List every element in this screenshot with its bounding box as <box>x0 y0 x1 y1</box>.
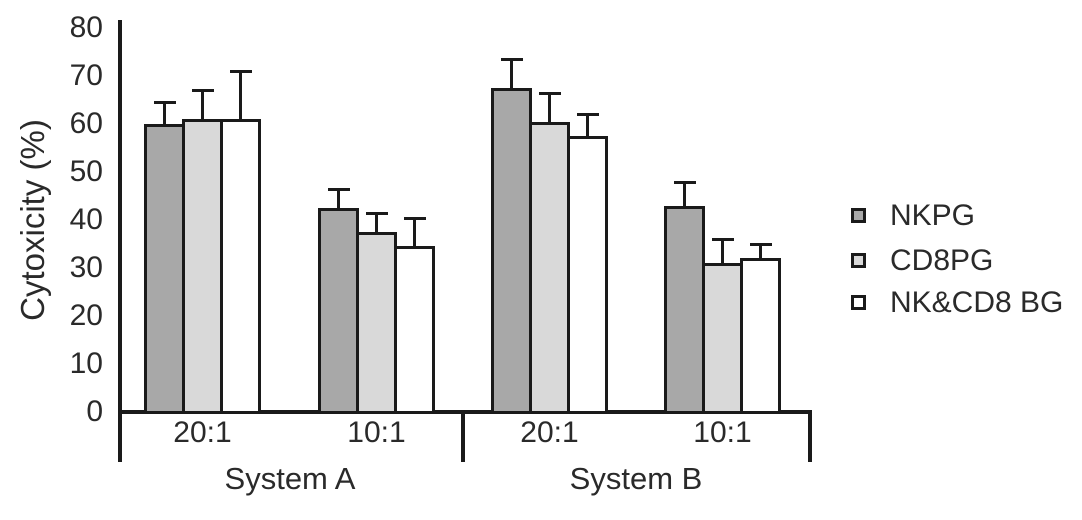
bar-nk-cd8-bg-system-a-10-1 <box>394 246 435 414</box>
y-axis-tick-label-70: 70 <box>69 59 103 92</box>
error-bar-cap-nk-cd8-bg-system-a-10-1 <box>403 216 426 220</box>
bar-cd8pg-system-b-20-1 <box>529 121 570 414</box>
error-bar-stem-nkpg-system-a-10-1 <box>337 188 340 210</box>
legend-label-cd8pg: CD8PG <box>890 244 994 277</box>
error-bar-stem-cd8pg-system-b-20-1 <box>548 92 551 124</box>
error-bar-cap-cd8pg-system-b-20-1 <box>538 91 561 95</box>
error-bar-stem-nk-cd8-bg-system-a-10-1 <box>413 217 416 249</box>
error-bar-cap-cd8pg-system-b-10-1 <box>711 238 734 242</box>
error-bar-cap-nk-cd8-bg-system-b-20-1 <box>576 113 599 117</box>
bar-nkpg-system-b-10-1 <box>664 205 705 414</box>
error-bar-cap-nk-cd8-bg-system-b-10-1 <box>749 243 772 246</box>
error-bar-stem-cd8pg-system-a-20-1 <box>201 90 204 122</box>
legend-marker-cd8pg-icon <box>851 253 866 268</box>
group-label-system-b: System B <box>569 461 703 496</box>
x-tick-label-system-a-20-1: 20:1 <box>173 416 232 449</box>
y-axis-tick-label-20: 20 <box>69 299 103 332</box>
error-bar-cap-cd8pg-system-a-20-1 <box>191 89 214 93</box>
bar-nkpg-system-a-20-1 <box>144 124 185 414</box>
bar-nk-cd8-bg-system-b-10-1 <box>740 258 781 414</box>
x-tick-label-system-b-10-1: 10:1 <box>693 416 752 449</box>
x-tick-label-system-a-10-1: 10:1 <box>347 416 406 449</box>
y-axis-tick-label-0: 0 <box>86 395 103 428</box>
group-label-system-a: System A <box>224 461 356 496</box>
x-tick-label-system-b-20-1: 20:1 <box>520 416 579 449</box>
y-axis-tick-label-30: 30 <box>69 251 103 284</box>
error-bar-stem-nk-cd8-bg-system-a-20-1 <box>239 71 242 122</box>
legend-marker-nkpg-icon <box>851 208 866 223</box>
error-bar-stem-cd8pg-system-a-10-1 <box>375 212 378 234</box>
legend-label-nk-cd8-bg: NK&CD8 BG <box>890 286 1064 319</box>
error-bar-stem-nkpg-system-b-20-1 <box>510 59 513 90</box>
error-bar-cap-nk-cd8-bg-system-a-20-1 <box>229 70 252 74</box>
y-axis-line <box>118 20 122 462</box>
error-bar-stem-nkpg-system-a-20-1 <box>163 102 166 126</box>
bar-cd8pg-system-a-20-1 <box>182 119 223 414</box>
x-axis-line <box>118 410 812 414</box>
bar-nkpg-system-a-10-1 <box>318 208 359 414</box>
error-bar-stem-nkpg-system-b-10-1 <box>683 181 686 208</box>
x-axis-right-end-tick <box>808 410 812 462</box>
error-bar-cap-nkpg-system-a-20-1 <box>153 101 176 105</box>
y-axis-tick-label-60: 60 <box>69 107 103 140</box>
error-bar-stem-cd8pg-system-b-10-1 <box>721 239 724 266</box>
y-axis-tick-label-10: 10 <box>69 347 103 380</box>
bar-cd8pg-system-b-10-1 <box>702 263 743 414</box>
error-bar-stem-nk-cd8-bg-system-b-20-1 <box>586 114 589 138</box>
y-axis-tick-label-80: 80 <box>69 11 103 44</box>
legend-marker-nk-cd8-bg-icon <box>851 295 866 310</box>
error-bar-cap-nkpg-system-b-10-1 <box>673 180 696 184</box>
bar-nkpg-system-b-20-1 <box>491 88 532 414</box>
bar-cd8pg-system-a-10-1 <box>356 232 397 414</box>
bar-nk-cd8-bg-system-a-20-1 <box>220 119 261 414</box>
y-axis-tick-label-40: 40 <box>69 203 103 236</box>
bar-nk-cd8-bg-system-b-20-1 <box>567 136 608 414</box>
error-bar-cap-nkpg-system-a-10-1 <box>327 187 350 191</box>
legend-label-nkpg: NKPG <box>890 199 976 232</box>
error-bar-stem-nk-cd8-bg-system-b-10-1 <box>759 244 762 261</box>
x-axis-group-divider-tick <box>461 410 465 462</box>
error-bar-cap-cd8pg-system-a-10-1 <box>365 211 388 215</box>
y-axis-tick-label-50: 50 <box>69 155 103 188</box>
error-bar-cap-nkpg-system-b-20-1 <box>500 58 523 62</box>
